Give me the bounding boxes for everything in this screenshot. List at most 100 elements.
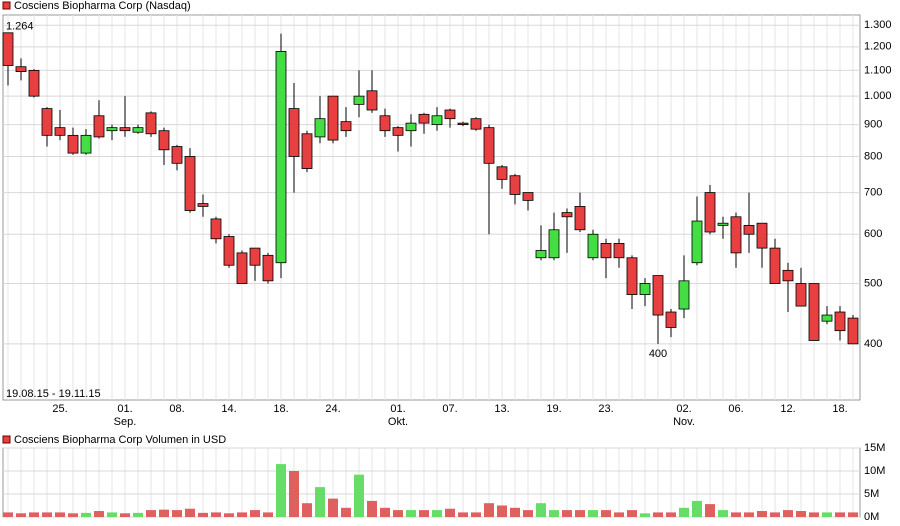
candle-body [834,311,846,332]
x-tick-label: 12. [780,403,796,415]
volume-bar [341,507,351,517]
y-tick-label: 900 [864,119,882,131]
candle-body [418,113,430,124]
volume-bar [107,512,117,517]
high-label: 1.264 [6,21,34,33]
candle-body [431,115,443,126]
candle-body [392,127,404,136]
volume-bar [393,510,403,517]
volume-bar [718,510,728,517]
volume-bar [588,510,598,517]
volume-bar [133,512,143,517]
candle-body [639,283,651,295]
x-tick-label: 24. [325,403,341,415]
candle-body [197,203,209,207]
y-tick-label: 10M [864,465,885,477]
candle-body [379,115,391,132]
volume-bar [536,503,546,517]
y-tick-label: 800 [864,150,882,162]
candle-body [795,283,807,307]
plot-area [2,14,861,401]
y-tick-label: 400 [864,338,882,350]
volume-bar [549,510,559,517]
volume-bar [614,512,624,517]
volume-bar [523,510,533,517]
volume-bar [198,512,208,517]
x-tick-label: 01. Sep. [113,403,137,428]
candle-body [444,109,456,120]
x-tick-label: 02. Nov. [673,403,695,428]
candle-body [15,66,27,72]
candle-body [171,146,183,164]
volume-bar [796,511,806,517]
candle-body [41,108,53,136]
candle-body [496,166,508,180]
x-tick-label: 19. [546,403,562,415]
candle-body [275,50,287,264]
candle-body [80,134,92,154]
candle-body [301,133,313,169]
candle-body [132,127,144,133]
volume-bar [783,510,793,517]
candle-body [67,134,79,154]
candle-body [847,317,859,345]
volume-bar [679,507,689,517]
volume-bar [3,512,13,517]
volume-bar [744,512,754,517]
volume-bar [575,510,585,517]
candle-body [483,127,495,164]
candle-body [691,220,703,264]
candle-body [769,247,781,284]
volume-bar [510,507,520,517]
volume-bar [185,508,195,517]
volume-bar [367,500,377,517]
volume-bar [484,503,494,517]
candle-body [626,257,638,295]
volume-bar [276,464,286,517]
y-tick-label: 5M [864,488,879,500]
volume-bar [29,512,39,517]
volume-bar [42,512,52,517]
volume-bar [757,511,767,517]
volume-bar [497,505,507,517]
candle-body [54,127,66,136]
x-tick-label: 25. [52,403,68,415]
volume-bar [692,500,702,517]
candle-body [665,311,677,328]
volume-bar [172,510,182,517]
volume-bar [640,513,650,517]
candle-body [613,243,625,259]
candle-body [93,115,105,138]
y-tick-label: 1.000 [864,90,892,102]
volume-bar [94,511,104,517]
volume-bar [809,512,819,517]
candle-body [249,247,261,266]
volume-bar [835,512,845,517]
x-tick-label: 14. [221,403,237,415]
candle-body [704,192,716,233]
candle-body [262,254,274,282]
volume-bar [68,513,78,517]
y-tick-label: 0M [864,511,879,523]
candle-body [106,127,118,132]
x-tick-label: 07. [442,403,458,415]
candle-body [470,118,482,130]
candle-body [717,222,729,226]
candle-body [509,175,521,195]
candle-body [821,314,833,322]
candle-body [366,90,378,111]
x-tick-label: 06. [728,403,744,415]
candle-body [652,275,664,316]
x-tick-label: 01. Okt. [387,403,409,428]
x-tick-label: 13. [494,403,510,415]
x-tick-label: 08. [169,403,185,415]
y-tick-label: 500 [864,277,882,289]
volume-bar [419,510,429,517]
volume-bar [16,513,26,517]
y-tick-label: 1.300 [864,19,892,31]
candle-body [574,206,586,231]
volume-bar [562,510,572,517]
legend-swatch [2,435,11,444]
candle-body [535,250,547,259]
volume-bar [770,512,780,517]
